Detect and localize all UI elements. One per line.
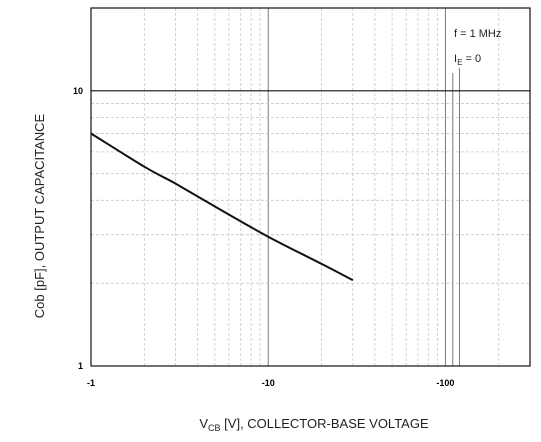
x-axis-title: VCB [V], COLLECTOR-BASE VOLTAGE [199, 416, 429, 433]
legend-frequency: f = 1 MHz [454, 28, 501, 40]
y-tick-label: 1 [78, 361, 83, 371]
y-axis-title: Cob [pF], OUTPUT CAPACITANCE [32, 113, 47, 318]
tick-labels: -1 -10 -100 1 10 [73, 86, 454, 388]
series-line [90, 132, 354, 282]
grid [91, 8, 530, 366]
x-tick-label: -1 [87, 378, 95, 388]
x-tick-label: -100 [436, 378, 454, 388]
legend-emitter-current: IE = 0 [454, 53, 481, 67]
x-tick-label: -10 [262, 378, 275, 388]
y-tick-label: 10 [73, 86, 83, 96]
plot-frame [90, 7, 531, 367]
